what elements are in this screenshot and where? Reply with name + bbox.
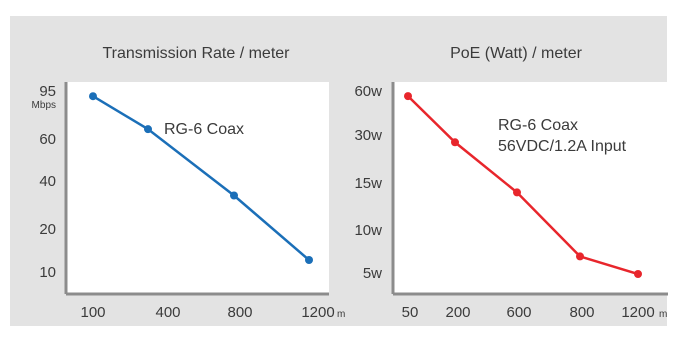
y-tick-label: 5w [363, 265, 382, 282]
x-tick-label: 50 [402, 304, 419, 321]
x-tick-label: 800 [227, 304, 252, 321]
series-marks [89, 92, 313, 264]
data-point [513, 188, 521, 197]
x-tick-label: 1200 [621, 304, 654, 321]
data-point [576, 252, 584, 261]
series-marks [404, 92, 642, 278]
panel-left-plot-area [66, 82, 329, 294]
x-tick-label: 100 [80, 304, 105, 321]
chart-poe-watt: PoE (Watt) / meter 60w 30w 15w 10w 5w 50… [354, 45, 668, 321]
chart-title: Transmission Rate / meter [102, 45, 290, 62]
x-tick-label: 1200 [301, 304, 334, 321]
y-tick-label: 20 [39, 221, 56, 238]
data-point [404, 92, 412, 101]
series-line [92, 95, 310, 261]
data-point [89, 92, 97, 101]
y-tick-label: 15w [354, 175, 382, 192]
x-tick-label: 400 [155, 304, 180, 321]
y-tick-label: 40 [39, 173, 56, 190]
annotation-text: 56VDC/1.2A Input [498, 138, 627, 155]
y-tick-label: 60 [39, 131, 56, 148]
data-point [305, 256, 313, 264]
y-tick-label: 30w [354, 127, 382, 144]
annotation-text: RG-6 Coax [164, 121, 244, 138]
data-point [230, 191, 238, 200]
y-tick-label: 95 [39, 83, 56, 100]
x-tick-label: 600 [506, 304, 531, 321]
chart-transmission-rate: Transmission Rate / meter 95 Mbps 60 40 … [32, 45, 346, 321]
y-tick-label: 10w [354, 222, 382, 239]
data-point [451, 138, 459, 147]
data-point [634, 270, 642, 278]
annotation-text: RG-6 Coax [498, 117, 578, 134]
x-tick-label: 800 [569, 304, 594, 321]
panel-right-plot-area [393, 82, 668, 294]
x-unit-label: m [337, 309, 345, 320]
x-tick-label: 200 [445, 304, 470, 321]
data-point [144, 125, 152, 134]
y-tick-label: 60w [354, 83, 382, 100]
y-unit-label: Mbps [32, 100, 56, 111]
x-unit-label: m [659, 309, 667, 320]
chart-title: PoE (Watt) / meter [450, 45, 583, 62]
y-tick-label: 10 [39, 264, 56, 281]
